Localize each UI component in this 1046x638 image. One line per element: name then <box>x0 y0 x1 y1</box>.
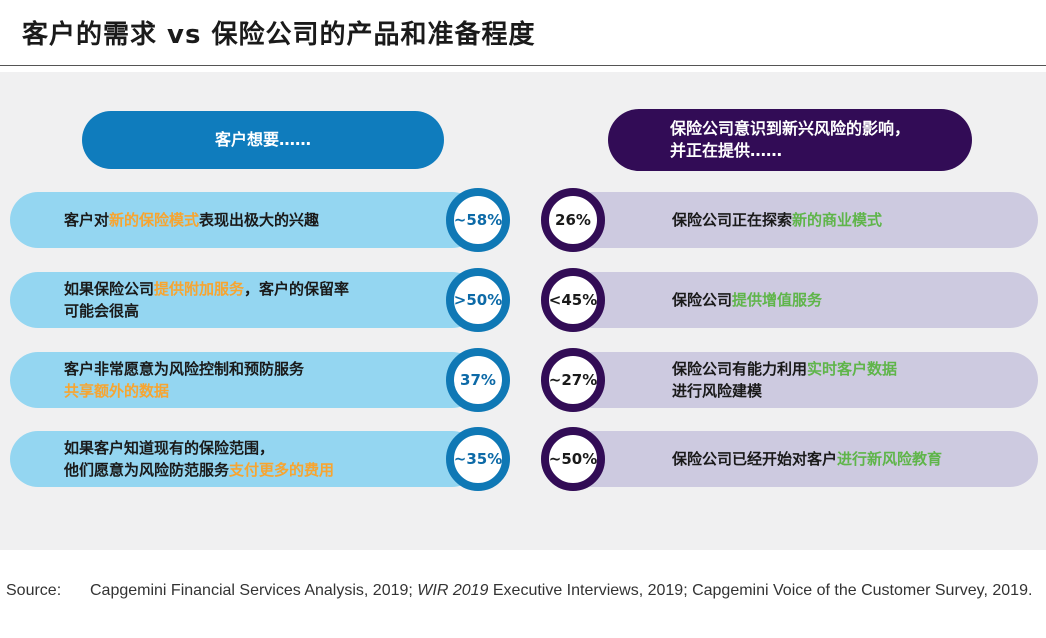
customer-need-line-2: 共享额外的数据 <box>64 380 304 402</box>
customer-need-highlight: 共享额外的数据 <box>64 382 170 400</box>
source-note: Source: Capgemini Financial Services Ana… <box>6 580 1036 602</box>
customer-need-line-2: 可能会很高 <box>64 300 349 322</box>
customer-need-row-3: 客户非常愿意为风险控制和预防服务 共享额外的数据 <box>10 352 480 408</box>
customer-percentage-circle: ~58% <box>446 188 510 252</box>
customer-need-text: ，客户的保留率 <box>244 280 350 298</box>
customer-need-text: 客户对 <box>64 211 110 229</box>
source-text-part: Capgemini Financial Services Analysis, 2… <box>90 582 418 599</box>
insurer-offer-line-1: 保险公司有能力利用实时客户数据 <box>672 358 897 380</box>
insurer-offer-line-2: 进行风险建模 <box>672 380 897 402</box>
customer-need-text: 可能会很高 <box>64 302 140 320</box>
customer-wants-header-text: 客户想要…… <box>214 130 311 149</box>
customer-wants-header: 客户想要…… <box>82 111 444 169</box>
insurer-offer-row-3: 保险公司有能力利用实时客户数据进行风险建模 <box>560 352 1038 408</box>
insurer-offer-text: 保险公司 <box>672 291 733 309</box>
insurer-offer-row-1: 保险公司正在探索新的商业模式 <box>560 192 1038 248</box>
customer-need-text: 如果保险公司 <box>64 280 155 298</box>
customer-need-line-1: 如果保险公司提供附加服务，客户的保留率 <box>64 278 349 300</box>
insurer-percentage-circle: ~27% <box>541 348 605 412</box>
insurer-offers-header-line-2: 并正在提供…… <box>669 141 782 160</box>
customer-need-highlight: 新的保险模式 <box>109 211 200 229</box>
insurer-offer-row-2: 保险公司提供增值服务 <box>560 272 1038 328</box>
customer-percentage-circle: ~35% <box>446 427 510 491</box>
insurer-offer-text: 保险公司正在探索 <box>672 211 793 229</box>
customer-need-line-2: 他们愿意为风险防范服务支付更多的费用 <box>64 459 334 481</box>
customer-need-line-1: 客户非常愿意为风险控制和预防服务 <box>64 358 304 380</box>
source-label: Source: <box>6 582 62 599</box>
insurer-offer-line-1: 保险公司提供增值服务 <box>672 289 822 311</box>
customer-need-highlight: 提供附加服务 <box>154 280 245 298</box>
page-title: 客户的需求 vs 保险公司的产品和准备程度 <box>22 20 536 50</box>
insurer-offers-header: 保险公司意识到新兴风险的影响， 并正在提供…… <box>608 109 972 171</box>
customer-percentage-circle: >50% <box>446 268 510 332</box>
insurer-offer-highlight: 实时客户数据 <box>807 360 898 378</box>
insurer-offers-header-line-1: 保险公司意识到新兴风险的影响， <box>669 119 910 138</box>
insurer-offer-line-1: 保险公司已经开始对客户进行新风险教育 <box>672 448 942 470</box>
source-text: Capgemini Financial Services Analysis, 2… <box>90 580 1036 602</box>
customer-percentage-circle: 37% <box>446 348 510 412</box>
insurer-offer-highlight: 新的商业模式 <box>792 211 883 229</box>
customer-need-text: 表现出极大的兴趣 <box>199 211 320 229</box>
customer-need-text: 客户非常愿意为风险控制和预防服务 <box>64 360 305 378</box>
insurer-offer-highlight: 进行新风险教育 <box>837 450 943 468</box>
insurer-percentage-circle: ~50% <box>541 427 605 491</box>
insurer-percentage-circle: <45% <box>541 268 605 332</box>
source-text-part: WIR 2019 <box>417 582 489 599</box>
title-divider <box>0 65 1046 66</box>
customer-need-row-4: 如果客户知道现有的保险范围， 他们愿意为风险防范服务支付更多的费用 <box>10 431 480 487</box>
source-text-part: Executive Interviews, 2019; Capgemini Vo… <box>488 582 1033 599</box>
customer-need-line-1: 客户对新的保险模式表现出极大的兴趣 <box>64 209 319 231</box>
insurer-offer-text: 保险公司有能力利用 <box>672 360 808 378</box>
customer-need-row-2: 如果保险公司提供附加服务，客户的保留率可能会很高 <box>10 272 480 328</box>
customer-need-row-1: 客户对新的保险模式表现出极大的兴趣 <box>10 192 480 248</box>
insurer-offer-text: 保险公司已经开始对客户 <box>672 450 838 468</box>
insurer-percentage-circle: 26% <box>541 188 605 252</box>
customer-need-line-1: 如果客户知道现有的保险范围， <box>64 437 334 459</box>
customer-need-highlight: 支付更多的费用 <box>229 461 335 479</box>
customer-need-text: 如果客户知道现有的保险范围， <box>64 439 275 457</box>
insurer-offer-highlight: 提供增值服务 <box>732 291 823 309</box>
insurer-offer-row-4: 保险公司已经开始对客户进行新风险教育 <box>560 431 1038 487</box>
insurer-offer-line-1: 保险公司正在探索新的商业模式 <box>672 209 882 231</box>
insurer-offer-text: 进行风险建模 <box>672 382 763 400</box>
customer-need-text: 他们愿意为风险防范服务 <box>64 461 230 479</box>
